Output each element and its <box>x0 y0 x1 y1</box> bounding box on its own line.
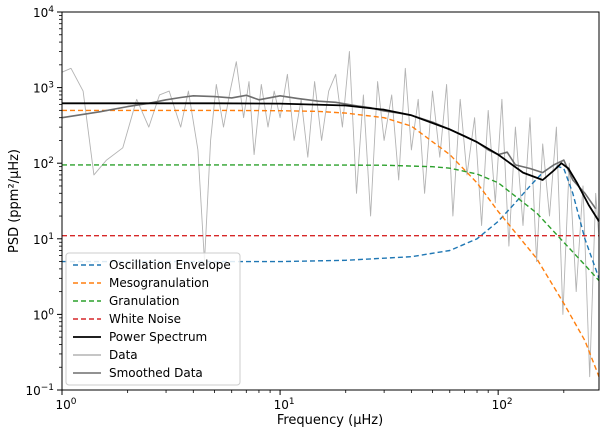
legend-label-mesogranulation: Mesogranulation <box>109 276 209 290</box>
y-axis-title: PSD (ppm²/μHz) <box>7 149 22 253</box>
legend-label-white-noise: White Noise <box>109 312 181 326</box>
y-tick-label: 100 <box>33 307 54 322</box>
legend-label-oscillation-envelope: Oscillation Envelope <box>109 258 231 272</box>
series-line-smoothed-data <box>61 94 597 210</box>
x-axis-title: Frequency (μHz) <box>277 413 383 428</box>
y-tick-label: 10−1 <box>25 383 54 398</box>
series-line-granulation <box>62 164 600 282</box>
series-line-oscillation-envelope <box>62 164 600 279</box>
x-tick-label: 101 <box>274 397 295 412</box>
series-layer <box>61 51 600 378</box>
y-tick-label: 104 <box>33 5 54 20</box>
series-line-mesogranulation <box>62 109 600 377</box>
series-line-power-spectrum <box>62 102 600 222</box>
y-tick-label: 103 <box>33 81 54 96</box>
y-tick-label: 102 <box>33 156 54 171</box>
x-tick-label: 100 <box>55 397 76 412</box>
plot-frame <box>61 11 600 391</box>
series-line-data <box>61 51 600 378</box>
legend-label-data: Data <box>109 348 138 362</box>
legend-label-power-spectrum: Power Spectrum <box>109 330 207 344</box>
legend-label-granulation: Granulation <box>109 294 179 308</box>
legend-items: Oscillation Envelope Mesogranulation Granu… <box>73 258 231 380</box>
x-tick-label: 102 <box>492 397 513 412</box>
legend-label-smoothed-data: Smoothed Data <box>109 366 203 380</box>
legend-box <box>65 252 241 386</box>
legend: Oscillation Envelope Mesogranulation Granu… <box>65 252 241 386</box>
y-tick-label: 101 <box>33 232 54 247</box>
